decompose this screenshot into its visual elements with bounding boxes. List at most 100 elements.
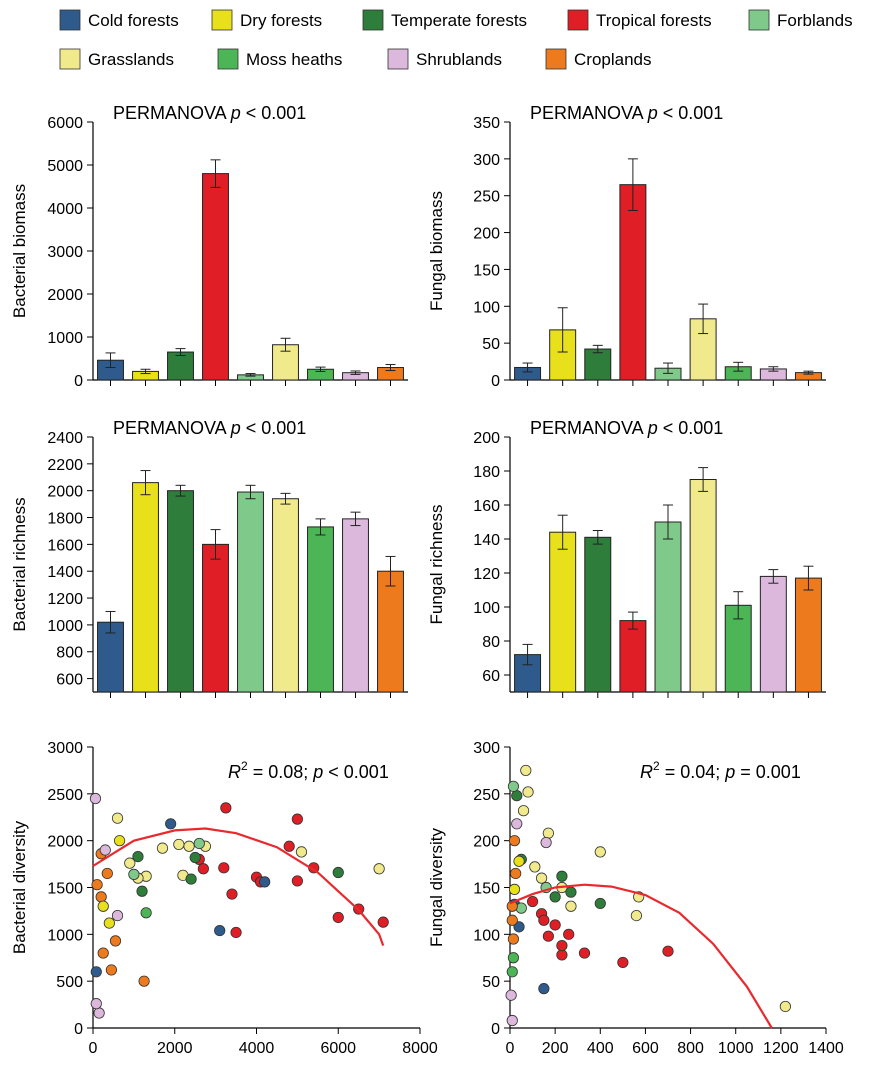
legend-item-croplands: Croplands bbox=[545, 48, 652, 70]
fungal-diversity-scatter-panel: 0 50 100 150 200 250 300 Fungal diversity 0 200 40… bbox=[427, 740, 844, 1057]
stat-annotation: R2 = 0.04; p = 0.001 bbox=[640, 759, 801, 782]
legend-item-tropical-forests: Tropical forests bbox=[567, 9, 712, 31]
x-tick-label: 400 bbox=[587, 1040, 614, 1057]
point-croplands bbox=[506, 914, 518, 926]
point-moss-heaths bbox=[507, 952, 519, 964]
legend-label: Moss heaths bbox=[246, 50, 342, 69]
point-shrublands bbox=[89, 792, 102, 805]
point-cold-forests bbox=[90, 966, 102, 978]
point-grasslands bbox=[373, 863, 385, 875]
error-bar bbox=[768, 569, 779, 584]
y-tick-label: 5000 bbox=[47, 158, 83, 175]
point-croplands bbox=[510, 867, 522, 880]
point-dry-forests bbox=[97, 900, 109, 912]
point-temperate-forests bbox=[185, 873, 197, 885]
point-temperate-forests bbox=[136, 885, 148, 897]
y-tick-label: 1000 bbox=[47, 618, 83, 635]
y-tick-label: 1800 bbox=[47, 511, 83, 528]
y-tick-label: 150 bbox=[473, 881, 500, 898]
point-croplands bbox=[97, 947, 109, 959]
y-tick-label: 0 bbox=[491, 1021, 500, 1038]
point-grasslands bbox=[183, 840, 195, 852]
error-bar bbox=[385, 364, 396, 372]
legend-item-cold-forests: Cold forests bbox=[59, 9, 179, 31]
point-croplands bbox=[105, 964, 117, 976]
error-bar bbox=[733, 591, 744, 620]
bacterial-biomass-panel: 0 1000 2000 3000 4000 5000 6000 Bacterial bioma… bbox=[10, 103, 408, 390]
point-forblands bbox=[515, 902, 527, 914]
y-tick-label: 1400 bbox=[47, 564, 83, 581]
fit-curve bbox=[92, 827, 385, 946]
point-grasslands bbox=[173, 838, 185, 851]
error-bar bbox=[175, 484, 186, 497]
bar-tropical-forests bbox=[619, 620, 647, 693]
error-bar bbox=[140, 470, 151, 496]
point-shrublands bbox=[111, 909, 124, 922]
error-bar bbox=[663, 504, 673, 540]
point-temperate-forests bbox=[549, 891, 561, 903]
point-tropical-forests bbox=[291, 875, 303, 887]
error-bar bbox=[385, 555, 396, 587]
x-tick-label: 8000 bbox=[402, 1040, 438, 1057]
point-tropical-forests bbox=[542, 930, 554, 942]
x-tick-label: 1200 bbox=[763, 1040, 799, 1057]
y-tick-label: 60 bbox=[482, 668, 500, 685]
error-bar bbox=[663, 362, 673, 374]
bar-grasslands bbox=[689, 479, 717, 693]
x-tick-label: 600 bbox=[632, 1040, 659, 1057]
point-temperate-forests bbox=[189, 851, 201, 864]
y-tick-label: 0 bbox=[491, 373, 500, 390]
point-croplands bbox=[101, 867, 113, 880]
error-bar bbox=[803, 370, 814, 375]
point-croplands bbox=[507, 933, 519, 945]
x-tick-label: 6000 bbox=[320, 1040, 356, 1057]
stat-annotation: PERMANOVA p < 0.001 bbox=[113, 103, 306, 123]
y-tick-label: 100 bbox=[473, 299, 500, 316]
y-axis-label: Fungal biomass bbox=[427, 191, 446, 311]
bar-forblands bbox=[654, 521, 682, 693]
error-bar bbox=[105, 352, 116, 369]
y-tick-label: 200 bbox=[473, 430, 500, 447]
bar-moss-heaths bbox=[724, 604, 752, 693]
y-tick-label: 1500 bbox=[47, 881, 83, 898]
error-bar bbox=[698, 303, 709, 335]
point-forblands bbox=[128, 868, 140, 880]
point-tropical-forests bbox=[538, 914, 550, 926]
y-tick-label: 2000 bbox=[47, 484, 83, 501]
legend-swatch bbox=[387, 48, 409, 70]
bar-tropical-forests bbox=[202, 173, 229, 381]
x-tick-label: 0 bbox=[506, 1040, 515, 1057]
point-forblands bbox=[507, 780, 519, 792]
point-grasslands bbox=[156, 842, 169, 854]
point-croplands bbox=[138, 975, 150, 987]
point-shrublands bbox=[506, 1014, 518, 1027]
point-moss-heaths bbox=[140, 907, 152, 919]
legend-label: Dry forests bbox=[240, 11, 322, 30]
point-shrublands bbox=[90, 998, 102, 1010]
error-bar bbox=[210, 529, 221, 560]
point-grasslands bbox=[124, 857, 136, 869]
point-grasslands bbox=[520, 764, 532, 777]
point-grasslands bbox=[111, 812, 124, 824]
point-shrublands bbox=[511, 818, 523, 830]
x-tick-label: 800 bbox=[677, 1040, 704, 1057]
point-temperate-forests bbox=[332, 866, 344, 879]
y-tick-label: 300 bbox=[473, 152, 500, 169]
point-croplands bbox=[506, 900, 518, 912]
stat-annotation: PERMANOVA p < 0.001 bbox=[530, 103, 723, 123]
y-tick-label: 50 bbox=[482, 336, 500, 353]
y-axis-label: Fungal diversity bbox=[427, 827, 446, 947]
y-tick-label: 350 bbox=[473, 115, 500, 132]
point-dry-forests bbox=[113, 835, 126, 847]
x-tick-label: 1400 bbox=[808, 1040, 844, 1057]
bar-croplands bbox=[377, 570, 404, 693]
y-tick-label: 2000 bbox=[47, 287, 83, 304]
x-tick-label: 200 bbox=[542, 1040, 569, 1057]
legend-swatch bbox=[567, 9, 589, 31]
point-cold-forests bbox=[538, 983, 550, 995]
error-bar bbox=[210, 159, 221, 188]
error-bar bbox=[768, 366, 779, 372]
point-tropical-forests bbox=[220, 802, 232, 814]
error-bar bbox=[280, 337, 291, 352]
